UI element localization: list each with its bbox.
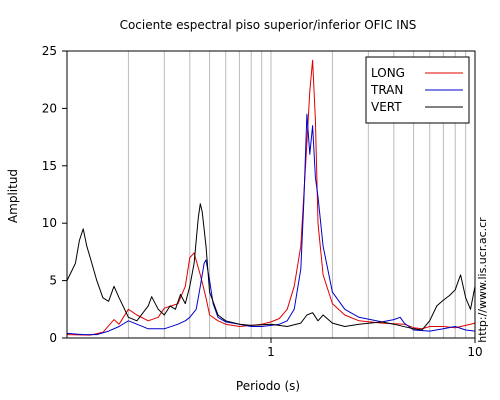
legend-label-vert: VERT	[371, 100, 402, 114]
plot-frame	[66, 50, 476, 339]
x-tick-label: 1	[267, 345, 275, 359]
y-axis-label: Amplitud	[6, 169, 20, 223]
legend: LONG TRAN VERT	[365, 56, 470, 124]
legend-label-long: LONG	[371, 66, 405, 80]
y-tick-label: 15	[42, 159, 57, 173]
axis-ticks: 0 5 10 15 20 25 1 10	[42, 44, 483, 359]
watermark-url: http://www.lis.ucr.ac.cr	[476, 217, 489, 343]
y-tick-label: 0	[49, 331, 57, 345]
series-line-vert	[66, 203, 476, 331]
y-tick-label: 10	[42, 216, 57, 230]
legend-label-tran: TRAN	[370, 83, 403, 97]
y-tick-label: 5	[49, 274, 57, 288]
series-lines	[66, 59, 476, 336]
y-tick-label: 25	[42, 44, 57, 58]
series-line-long	[66, 59, 476, 336]
x-tick-label: 10	[467, 345, 482, 359]
y-tick-label: 20	[42, 101, 57, 115]
chart-title: Cociente espectral piso superior/inferio…	[120, 18, 417, 32]
x-axis-label: Periodo (s)	[236, 379, 300, 393]
series-line-tran	[66, 113, 476, 336]
